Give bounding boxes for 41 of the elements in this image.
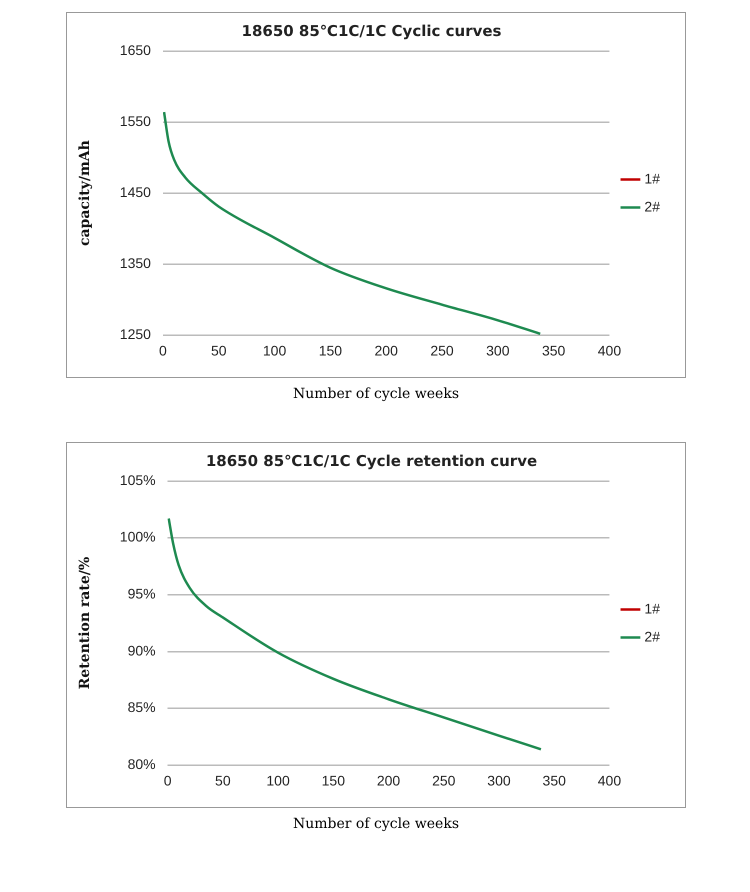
y-tick-label: 95% (128, 586, 156, 602)
x-tick-label: 250 (432, 772, 456, 788)
chart-title: 18650 85℃1C/1C Cyclic curves (242, 22, 502, 40)
y-axis-title: Retention rate/% (77, 556, 94, 690)
y-tick-label: 1250 (120, 326, 152, 342)
x-tick-label: 50 (215, 772, 231, 788)
legend-label: 2# (644, 628, 660, 644)
y-tick-label: 1550 (120, 112, 152, 129)
y-tick-label: 100% (120, 528, 156, 545)
legend-label: 2# (644, 198, 660, 214)
chart-title: 18650 85℃1C/1C Cycle retention curve (206, 452, 538, 470)
x-tick-label: 300 (486, 342, 510, 358)
y-tick-label: 1650 (120, 42, 152, 58)
x-tick-label: 150 (318, 342, 342, 358)
legend-label: 1# (644, 170, 660, 186)
x-tick-label: 0 (159, 342, 168, 358)
x-tick-label: 400 (598, 342, 622, 358)
x-tick-label: 200 (376, 772, 400, 788)
x-tick-label: 50 (210, 342, 227, 358)
line-series (168, 517, 542, 751)
line-series (162, 110, 542, 336)
x-tick-label: 200 (374, 342, 398, 358)
y-tick-label: 90% (128, 642, 156, 658)
y-tick-label: 85% (128, 699, 156, 716)
x-tick-label: 400 (598, 772, 622, 788)
x-tick-label: 100 (262, 342, 286, 358)
x-tick-label: 100 (266, 772, 290, 788)
y-axis-title: capacity/mAh (77, 140, 94, 246)
x-tick-label: 250 (430, 342, 454, 358)
x-tick-label: 0 (164, 772, 172, 788)
x-axis-title: Number of cycle weeks (292, 816, 460, 832)
y-tick-label: 1450 (120, 184, 152, 200)
x-axis-title: Number of cycle weeks (292, 386, 460, 402)
y-tick-label: 1350 (120, 255, 152, 272)
y-tick-label: 80% (128, 756, 156, 772)
x-tick-label: 350 (542, 342, 566, 358)
x-tick-label: 150 (322, 772, 346, 788)
legend-label: 1# (644, 600, 660, 616)
y-tick-label: 105% (120, 472, 156, 488)
x-tick-label: 350 (542, 772, 566, 788)
x-tick-label: 300 (487, 772, 511, 788)
